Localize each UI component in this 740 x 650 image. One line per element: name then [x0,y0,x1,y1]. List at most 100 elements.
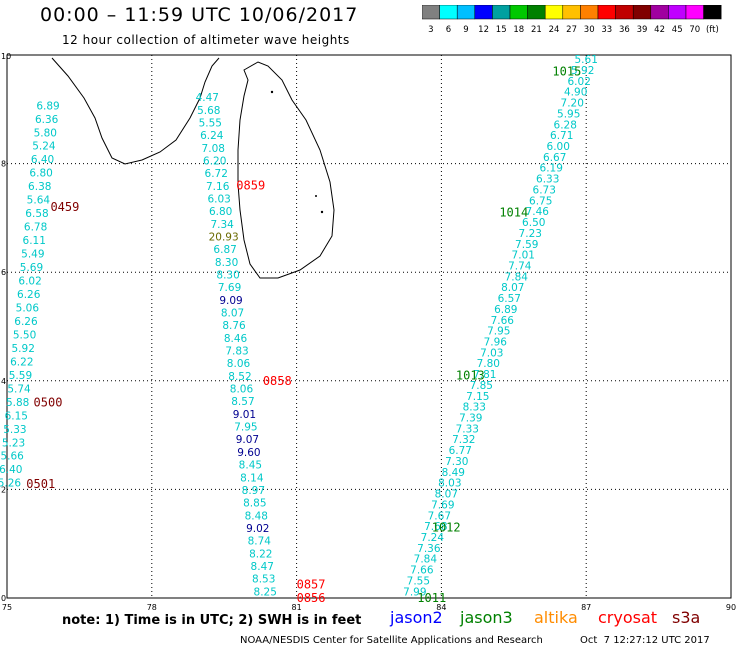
generated-timestamp: Oct 7 12:27:12 UTC 2017 [580,635,710,646]
page-subtitle: 12 hour collection of altimeter wave hei… [62,33,350,47]
swh-value: 7.67 [428,510,451,522]
swh-value: 6.71 [550,130,573,142]
swh-value: 6.40 [0,464,22,476]
swh-value: 20.93 [209,232,239,244]
pass-time-label: 1011 [417,591,446,605]
lon-tick-label: 78 [147,603,157,612]
swh-value: 8.30 [216,270,239,282]
swh-value: 6.11 [23,235,46,247]
swh-value: 6.50 [522,217,545,229]
lon-tick-label: 84 [436,603,446,612]
swh-value: 6.38 [28,181,51,193]
swh-value: 5.33 [3,424,26,436]
swh-value: 6.02 [18,276,41,288]
swh-value: 6.77 [449,445,472,457]
pass-time-label: 1014 [499,205,528,219]
swh-value: 7.69 [218,282,241,294]
swh-value: 7.03 [480,347,503,359]
swh-value: 7.39 [459,413,482,425]
legend-label: 18 [513,25,524,35]
swh-value: 6.78 [24,222,47,234]
swh-value: 7.68 [424,521,447,533]
legend-label: 45 [672,25,683,35]
lat-lon-grid: 75 78 81 84 87 90 0 2 4 6 8 10 [1,52,736,612]
swh-value: 6.40 [31,154,54,166]
pass-time-label: 1015 [552,64,581,78]
swh-value: 7.80 [477,358,500,370]
swh-value: 8.14 [240,472,264,484]
swh-value: 6.80 [29,168,52,180]
swh-value: 7.30 [445,456,468,468]
swh-value: 7.96 [484,337,508,349]
swh-value: 7.15 [466,391,489,403]
swh-value: 6.33 [536,174,559,186]
coastline [51,57,335,279]
swh-value: 9.09 [219,295,242,307]
map-frame [6,54,732,599]
swh-value: 5.64 [27,195,51,207]
swh-value: 8.48 [245,510,268,522]
swh-value: 8.53 [252,574,275,586]
swh-value: 5.26 [0,478,21,490]
satellite-altika: altika [534,608,578,627]
swh-value: 7.34 [210,219,234,231]
swh-value: 9.60 [237,447,260,459]
swh-value: 8.85 [243,498,266,510]
swh-value: 7.16 [206,181,230,193]
satellite-cryosat: cryosat [598,608,658,627]
swh-value: 5.74 [7,383,31,395]
legend-label: 42 [654,25,665,35]
legend-label: 9 [463,25,468,35]
swh-value: 5.88 [6,397,29,409]
swh-value: 7.95 [487,326,510,338]
legend-label: (ft) [706,25,719,35]
swh-value: 8.49 [442,467,465,479]
satellite-s3a: s3a [672,608,701,627]
swh-value: 7.83 [225,346,248,358]
swh-value: 5.61 [575,54,598,66]
swh-value: 6.28 [554,119,577,131]
swh-value: 8.33 [463,402,486,414]
lat-tick-label: 2 [1,485,6,494]
swh-value: 5.66 [0,451,24,463]
swh-value: 8.07 [221,308,244,320]
swh-value: 5.92 [12,343,35,355]
swh-value: 7.69 [431,499,454,511]
swh-value: 6.89 [36,100,59,112]
swh-value: 5.06 [16,302,40,314]
swh-value: 6.15 [5,410,28,422]
swh-value: 7.24 [421,532,445,544]
legend-swatch [703,5,722,20]
swh-value: 8.06 [230,384,254,396]
swh-value: 6.24 [200,130,224,142]
page-title: 00:00 – 11:59 UTC 10/06/2017 [40,4,359,26]
swh-value: 5.55 [199,117,222,129]
swh-value: 6.75 [529,195,552,207]
swh-value: 6.80 [209,206,232,218]
swh-value: 5.80 [34,127,57,139]
swh-value: 8.45 [239,460,262,472]
swh-value: 4.47 [196,92,219,104]
pass-time-label: 0858 [263,374,292,388]
footer-note: note: 1) Time is in UTC; 2) SWH is in fe… [62,613,362,628]
swh-value: 5.92 [571,65,594,77]
swh-value: 6.20 [203,156,226,168]
swh-value: 5.68 [197,105,220,117]
island-dot [315,195,317,197]
pass-time-label: 0500 [34,396,63,410]
swh-value: 8.46 [224,333,248,345]
swh-value: 7.95 [234,422,257,434]
swh-value: 6.67 [543,152,566,164]
swh-value: 6.87 [213,244,236,256]
lat-tick-label: 8 [1,160,6,169]
pass-time-label: 1013 [456,368,485,382]
swh-value: 6.22 [10,356,33,368]
swh-value: 5.49 [21,249,44,261]
swh-value: 7.66 [491,315,515,327]
swh-value: 7.20 [561,98,584,110]
swh-value: 4.90 [564,87,587,99]
lon-tick-label: 87 [581,603,591,612]
swh-value: 7.84 [505,271,529,283]
pass-time-label: 0859 [236,178,265,192]
swh-value: 7.01 [512,250,535,262]
